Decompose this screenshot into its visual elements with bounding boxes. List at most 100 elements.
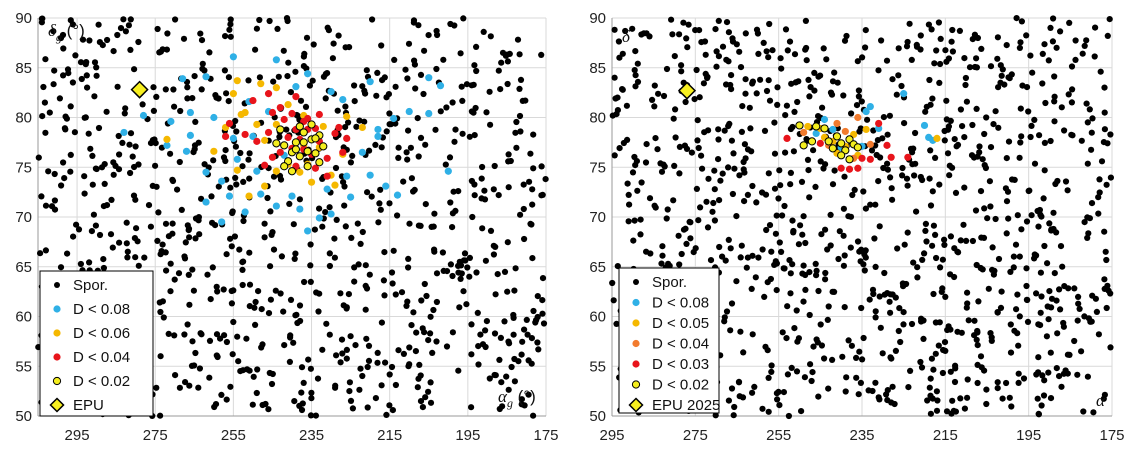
spor-point xyxy=(340,179,347,186)
spor-point xyxy=(1037,309,1044,316)
spor-point xyxy=(39,113,46,120)
spor-point xyxy=(941,241,948,248)
spor-point xyxy=(524,331,531,338)
spor-point xyxy=(815,113,822,120)
spor-point xyxy=(252,46,259,53)
spor-point xyxy=(308,395,315,402)
spor-point xyxy=(451,22,458,29)
spor-point xyxy=(425,388,432,395)
spor-point xyxy=(782,26,790,33)
spor-point xyxy=(419,325,426,332)
spor-point xyxy=(481,187,488,194)
x-tick-label: 275 xyxy=(143,427,168,444)
spor-point xyxy=(1103,304,1110,312)
spor-point xyxy=(1037,211,1044,218)
cluster-point xyxy=(167,117,175,126)
spor-point xyxy=(810,147,817,154)
spor-point xyxy=(1029,69,1036,76)
spor-point xyxy=(616,145,623,152)
spor-point xyxy=(1041,377,1048,384)
spor-point xyxy=(801,374,809,381)
spor-point xyxy=(932,231,939,238)
spor-point xyxy=(229,208,236,215)
spor-point xyxy=(376,200,383,207)
spor-point xyxy=(625,191,632,198)
spor-point xyxy=(1078,137,1085,144)
spor-point xyxy=(1006,394,1013,401)
spor-point xyxy=(1016,313,1023,320)
spor-point xyxy=(414,115,421,122)
spor-point xyxy=(888,355,895,362)
spor-point xyxy=(931,60,938,67)
spor-point xyxy=(658,168,666,175)
y-tick-label: 85 xyxy=(15,60,32,77)
spor-point xyxy=(647,250,654,257)
spor-point xyxy=(934,397,941,404)
spor-point xyxy=(1003,155,1010,162)
spor-point xyxy=(475,361,482,368)
spor-point xyxy=(787,270,794,277)
spor-point xyxy=(872,201,879,208)
spor-point xyxy=(410,17,418,24)
legend-marker-epu xyxy=(49,397,65,413)
spor-point xyxy=(723,81,730,88)
spor-point xyxy=(86,259,93,266)
spor-point xyxy=(759,405,766,412)
spor-point xyxy=(223,396,230,403)
spor-point xyxy=(463,301,470,308)
spor-point xyxy=(1015,379,1022,386)
spor-point xyxy=(723,308,731,315)
spor-point xyxy=(232,174,239,181)
spor-point xyxy=(923,238,930,245)
spor-point xyxy=(296,196,303,203)
spor-point xyxy=(127,169,134,177)
spor-point xyxy=(274,25,281,32)
cluster-point xyxy=(323,185,331,193)
spor-point xyxy=(184,84,191,91)
spor-point xyxy=(1107,174,1114,181)
spor-point xyxy=(904,229,911,236)
spor-point xyxy=(386,371,393,378)
spor-point xyxy=(761,293,768,300)
cluster-point xyxy=(800,128,808,137)
spor-point xyxy=(998,288,1005,295)
spor-point xyxy=(974,379,981,387)
spor-point xyxy=(169,220,176,227)
spor-point xyxy=(823,56,830,63)
cluster-point xyxy=(854,113,862,122)
spor-point xyxy=(624,180,631,187)
spor-point xyxy=(1016,44,1024,52)
spor-point xyxy=(198,195,205,202)
spor-point xyxy=(815,393,822,400)
spor-point xyxy=(406,220,413,227)
spor-point xyxy=(929,188,936,195)
spor-point xyxy=(963,237,970,244)
spor-point xyxy=(227,184,234,191)
spor-point xyxy=(671,53,678,60)
spor-point xyxy=(1056,286,1063,293)
spor-point xyxy=(150,107,157,114)
spor-point xyxy=(966,64,974,71)
spor-point xyxy=(466,133,473,140)
legend-marker xyxy=(54,282,60,288)
spor-point xyxy=(788,364,795,371)
spor-point xyxy=(869,286,877,293)
spor-point xyxy=(1051,270,1058,277)
cluster-point xyxy=(229,134,237,142)
legend-marker xyxy=(52,376,62,386)
spor-point xyxy=(953,143,960,150)
spor-point xyxy=(530,165,537,172)
spor-point xyxy=(840,205,848,212)
spor-point xyxy=(829,356,836,363)
spor-point xyxy=(186,301,193,308)
spor-point xyxy=(634,60,641,67)
spor-point xyxy=(1045,369,1052,376)
spor-point xyxy=(157,412,164,419)
spor-point xyxy=(232,117,239,125)
cluster-point xyxy=(291,145,301,154)
spor-point xyxy=(1083,37,1090,44)
spor-point xyxy=(1051,118,1058,125)
spor-point xyxy=(964,394,971,401)
spor-point xyxy=(527,150,534,157)
spor-point xyxy=(1079,50,1086,57)
